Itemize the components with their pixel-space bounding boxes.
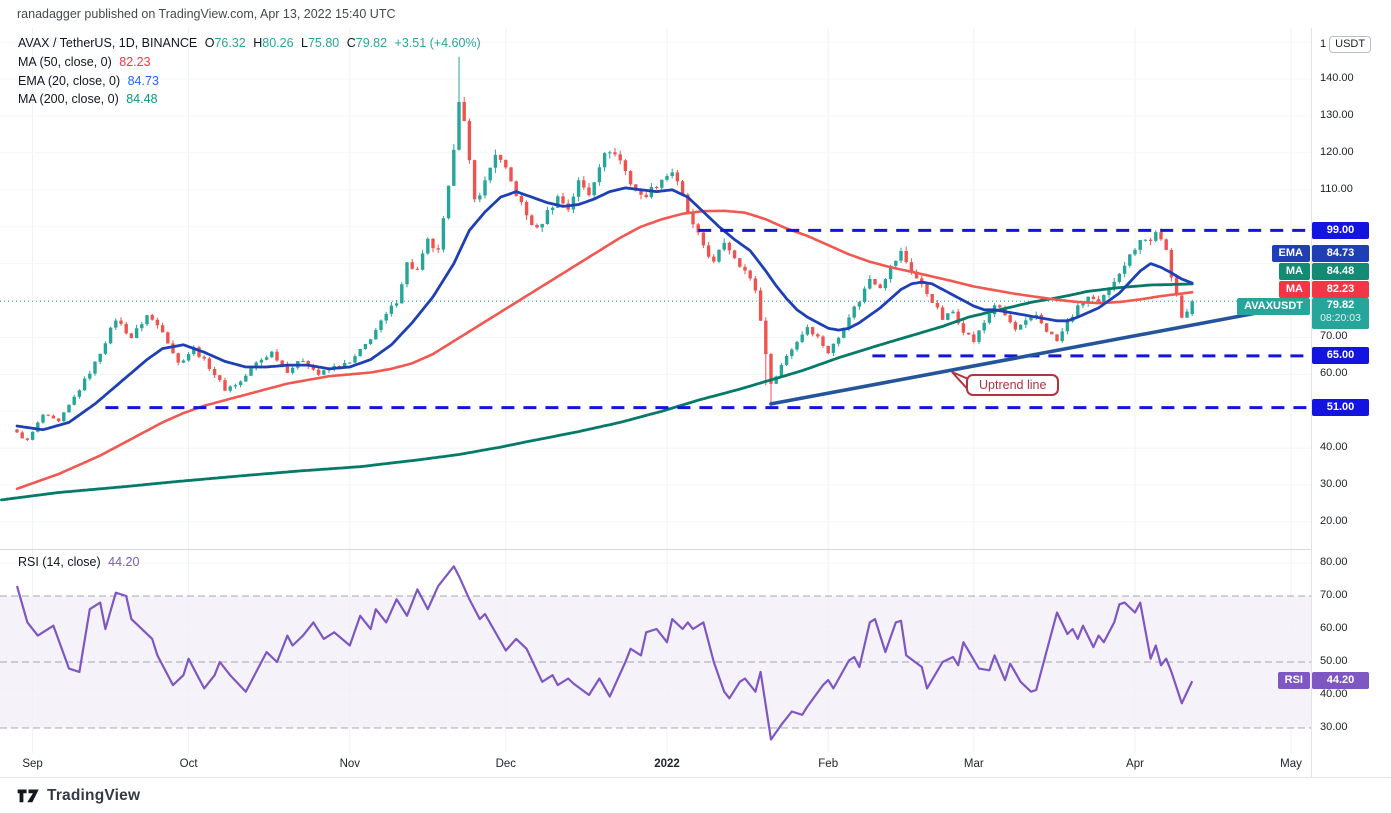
axis-label-ma: MA [1278,281,1310,298]
axis-badge-ma: 84.48 [1312,263,1369,280]
price-tick: 60.00 [1320,367,1348,380]
change-value: +3.51 (+4.60%) [394,36,481,50]
ohlc-close-label: C [346,36,356,50]
ohlc-high-value: 80.26 [262,36,294,50]
time-label-Apr: Apr [1126,758,1144,770]
rsi-badge: 44.20 [1312,672,1369,689]
rsi-legend[interactable]: RSI (14, close) 44.20 [18,555,139,569]
uptrend-line [769,311,1257,406]
rsi-tick: 80.00 [1320,556,1348,568]
tradingview-branding[interactable]: TradingView [17,787,140,805]
time-axis[interactable]: Sep Oct Nov Dec 2022 Feb Mar Apr May [0,753,1311,777]
rsi-tick: 70.00 [1320,589,1348,601]
level-badge-65.00: 65.00 [1312,347,1369,365]
footer-separator [0,777,1391,778]
time-label-2022: 2022 [654,758,680,770]
axis-label-avaxusdt: AVAXUSDT [1237,298,1310,315]
rsi-value: 44.20 [108,555,140,569]
rsi-pane[interactable] [0,549,1311,753]
level-badge-51.00: 51.00 [1312,399,1369,417]
symbol-title: AVAX / TetherUS, 1D, BINANCE [18,36,198,50]
rsi-tick: 40.00 [1320,688,1348,700]
price-tick: 20.00 [1320,515,1348,528]
axis-label-ema: EMA [1271,245,1310,262]
time-label-May: May [1280,758,1302,770]
indicator-legend-ema20[interactable]: EMA (20, close, 0) 84.73 [18,74,159,88]
time-label-Nov: Nov [339,758,361,770]
ohlc-open-value: 76.32 [214,36,246,50]
price-pane[interactable] [0,28,1311,549]
price-tick: 40.00 [1320,441,1348,454]
axis-badge-ema: 84.73 [1312,245,1369,262]
axis-unit-currency[interactable]: USDT [1329,36,1372,53]
time-label-Mar: Mar [963,758,984,770]
ma200-name: MA (200, close, 0) [18,92,119,106]
price-tick: 130.00 [1320,108,1354,121]
ema20-line [15,186,1194,432]
ma50-value: 82.23 [119,55,151,69]
price-tick: 30.00 [1320,478,1348,491]
axis-label-ma: MA [1278,263,1310,280]
axis-badge-avaxusdt: 79.82 08:20:03 [1312,298,1369,329]
level-badge-99.00: 99.00 [1312,221,1369,239]
uptrend-line-label[interactable]: Uptrend line [966,374,1060,396]
pane-separator[interactable] [0,549,1391,550]
ma50-line [15,209,1194,491]
rsi-tick: 30.00 [1320,721,1348,733]
axis-unit-value: 1 [1320,38,1327,50]
ohlc-low-label: L [301,36,308,50]
tradingview-logo-icon [17,788,39,802]
ema20-name: EMA (20, close, 0) [18,74,121,88]
ohlc-low-value: 75.80 [307,36,340,50]
price-tick: 70.00 [1320,330,1348,343]
symbol-legend[interactable]: AVAX / TetherUS, 1D, BINANCE O76.32 H80.… [18,36,481,50]
time-label-Sep: Sep [22,758,43,770]
ohlc-open-label: O [204,36,215,50]
axis-unit[interactable]: 1 USDT [1320,36,1372,53]
rsi-tick: 60.00 [1320,622,1348,634]
tradingview-wordmark: TradingView [47,787,141,804]
ohlc-close-value: 79.82 [355,36,388,50]
published-line: ranadagger published on TradingView.com,… [17,7,396,21]
price-tick: 140.00 [1320,72,1354,84]
ma200-value: 84.48 [126,92,158,106]
price-tick: 110.00 [1320,182,1353,195]
ma50-name: MA (50, close, 0) [18,55,112,69]
rsi-name: RSI (14, close) [18,555,101,569]
ohlc-high-label: H [253,36,263,50]
rsi-tick: 50.00 [1320,655,1348,667]
time-label-Feb: Feb [818,758,839,770]
ema20-value: 84.73 [127,74,159,88]
time-label-Oct: Oct [179,758,198,770]
time-label-Dec: Dec [495,758,517,770]
rsi-badge-label: RSI [1277,672,1310,689]
candles [15,56,1194,442]
rsi-line [15,565,1194,741]
ma200-line [0,282,1194,502]
axis-badge-ma: 82.23 [1312,281,1369,298]
price-tick: 120.00 [1320,145,1354,158]
indicator-legend-ma200[interactable]: MA (200, close, 0) 84.48 [18,92,158,106]
indicator-legend-ma50[interactable]: MA (50, close, 0) 82.23 [18,55,151,69]
